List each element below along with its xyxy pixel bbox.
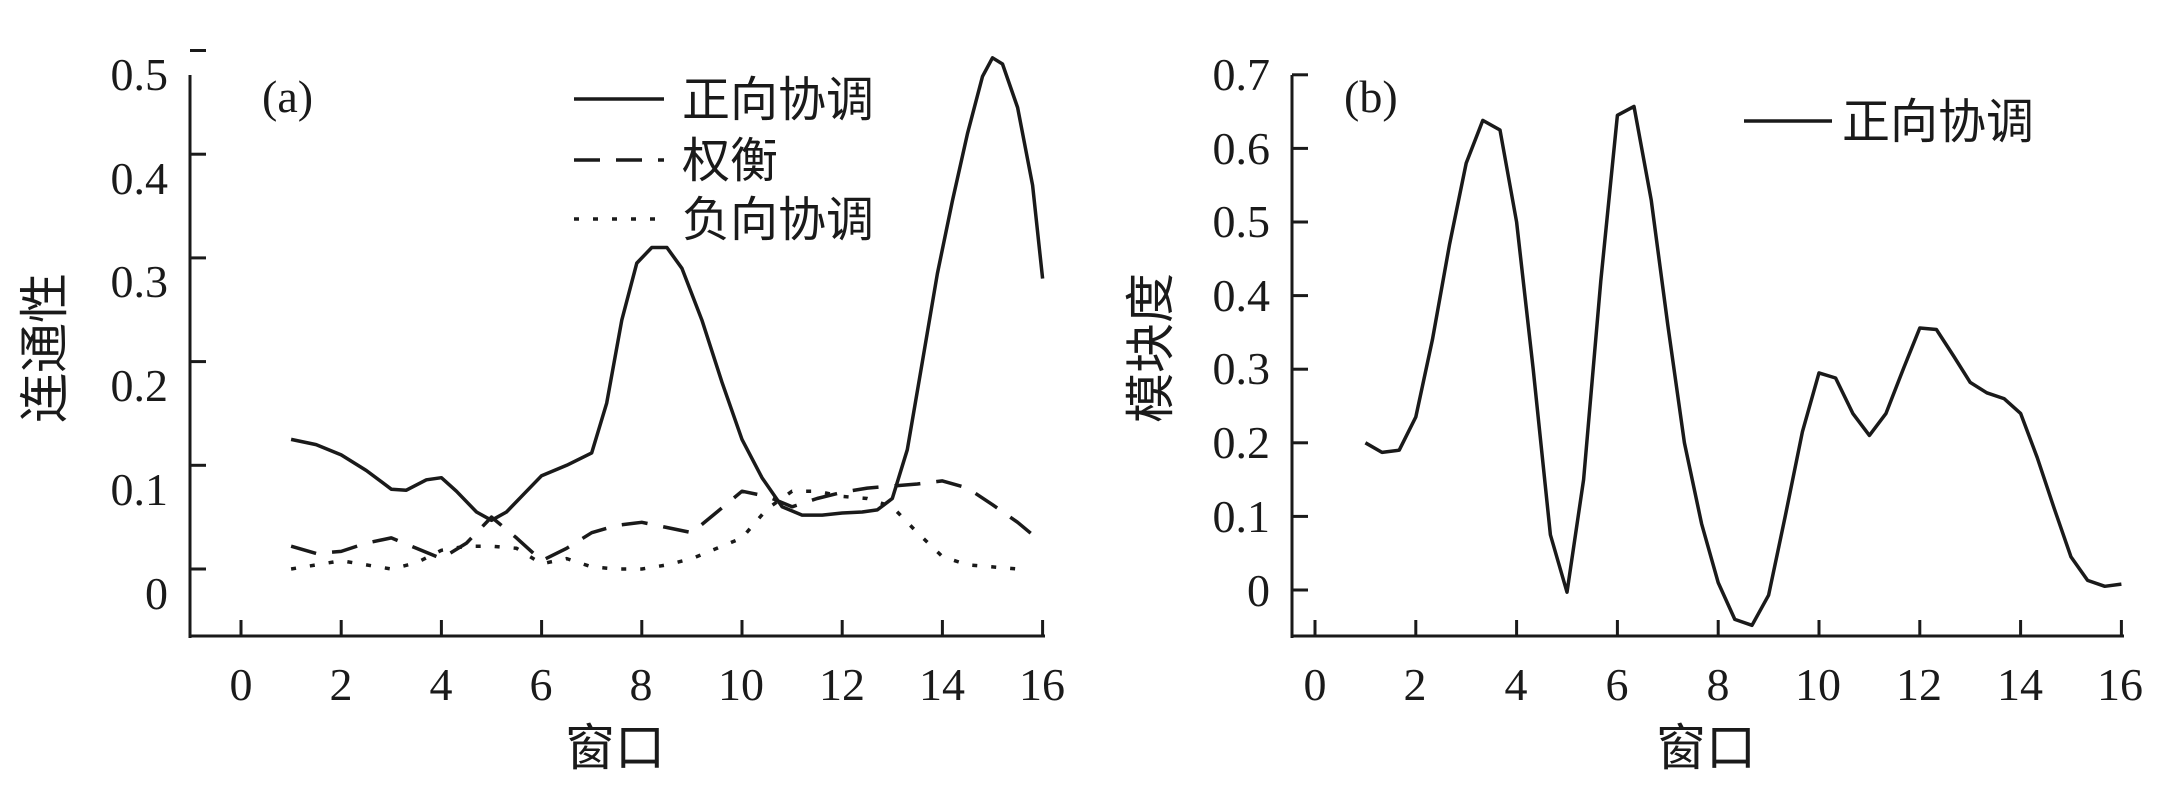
y-tick-label: 0.3 [111, 256, 169, 307]
panel-label-b: (b) [1344, 71, 1398, 122]
x-tick-label: 2 [330, 659, 353, 710]
tick-marks-a [190, 49, 1045, 636]
series-line-dashed [290, 479, 1044, 563]
legend-label-tradeoff: 权衡 [682, 135, 778, 188]
x-tick-labels-a: 0 2 4 6 8 10 12 14 16 [230, 659, 1066, 710]
y-tick-label: 0.7 [1213, 49, 1271, 100]
panel-label-a: (a) [262, 71, 313, 122]
y-tick-label: 0 [1247, 565, 1270, 616]
x-tick-label: 0 [1304, 659, 1327, 710]
y-tick-label: 0.5 [111, 49, 169, 100]
x-tick-labels-b: 0 2 4 6 8 10 12 14 16 [1304, 659, 2144, 710]
x-tick-label: 0 [230, 659, 253, 710]
x-tick-label: 10 [1795, 659, 1841, 710]
x-tick-label: 6 [1606, 659, 1629, 710]
y-tick-label: 0.2 [111, 360, 169, 411]
x-tick-label: 10 [718, 659, 764, 710]
x-tick-label: 4 [1505, 659, 1528, 710]
y-tick-label: 0.1 [111, 464, 169, 515]
y-tick-label: 0 [145, 568, 168, 619]
legend-b: 正向协调 [1744, 96, 2034, 149]
series-line-solid [1364, 104, 2122, 628]
legend-label-negative: 负向协调 [682, 194, 874, 247]
x-axis-label-b: 窗口 [1656, 720, 1756, 776]
x-tick-label: 6 [530, 659, 553, 710]
legend-label-positive: 正向协调 [682, 74, 874, 127]
y-axis-label-b: 模块度 [1123, 273, 1179, 423]
y-axis-label-a: 连通性 [17, 273, 73, 423]
x-tick-label: 2 [1404, 659, 1427, 710]
y-tick-labels-b: 0 0.1 0.2 0.3 0.4 0.5 0.6 0.7 [1213, 49, 1271, 616]
series-lines-b [1364, 104, 2122, 628]
y-tick-label: 0.2 [1213, 417, 1271, 468]
legend-a: 正向协调 权衡 负向协调 [574, 74, 874, 247]
tick-marks-b [1292, 73, 2123, 636]
y-tick-label: 0.4 [1213, 270, 1271, 321]
x-tick-label: 8 [630, 659, 653, 710]
y-tick-label: 0.1 [1213, 491, 1271, 542]
x-axis-label-a: 窗口 [565, 720, 665, 776]
x-tick-label: 14 [919, 659, 965, 710]
x-tick-label: 12 [819, 659, 865, 710]
y-tick-label: 0.6 [1213, 123, 1271, 174]
legend-label-positive: 正向协调 [1842, 96, 2034, 149]
series-lines-a [290, 56, 1045, 571]
series-line-dotted [290, 489, 1018, 571]
series-line-solid [290, 56, 1045, 523]
x-tick-label: 16 [1019, 659, 1065, 710]
y-tick-labels-a: 0 0.1 0.2 0.3 0.4 0.5 [111, 49, 169, 619]
y-tick-label: 0.3 [1213, 343, 1271, 394]
x-tick-label: 16 [2097, 659, 2143, 710]
chart-panel-a: 0 2 4 6 8 10 12 14 16 0 0.1 0.2 0.3 0.4 … [17, 49, 1065, 776]
x-tick-label: 4 [430, 659, 453, 710]
y-tick-label: 0.4 [111, 153, 169, 204]
x-tick-label: 8 [1707, 659, 1730, 710]
y-tick-label: 0.5 [1213, 196, 1271, 247]
chart-panel-b: 0 2 4 6 8 10 12 14 16 0 0.1 0.2 0.3 0.4 … [1123, 49, 2143, 776]
x-tick-label: 14 [1997, 659, 2043, 710]
x-tick-label: 12 [1896, 659, 1942, 710]
